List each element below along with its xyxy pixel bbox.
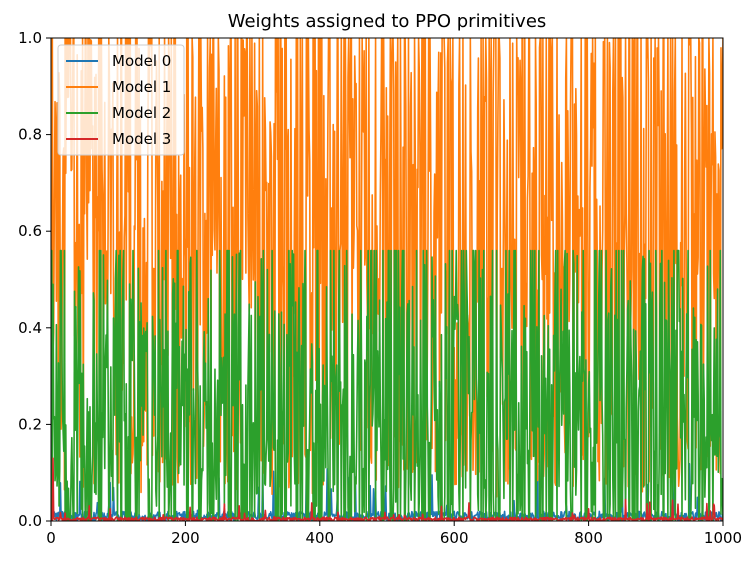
x-tick-label: 200 <box>171 529 200 547</box>
y-tick-label: 1.0 <box>18 29 42 47</box>
chart-title: Weights assigned to PPO primitives <box>228 11 547 32</box>
legend-box <box>57 44 185 156</box>
y-tick-label: 0.2 <box>18 415 42 433</box>
series-line-model-3 <box>51 457 723 521</box>
x-tick-label: 400 <box>305 529 334 547</box>
legend-label: Model 2 <box>112 104 171 122</box>
legend-label: Model 1 <box>112 78 171 96</box>
axes: 0 200 400 600 800 1000 0.0 0.2 0.4 0.6 0.8 1.0 <box>18 29 742 547</box>
x-tick-label: 800 <box>574 529 603 547</box>
x-tick-label: 600 <box>440 529 469 547</box>
legend: Model 0 Model 1 Model 2 Model 3 <box>57 44 185 156</box>
y-tick-label: 0.4 <box>18 319 42 337</box>
x-tick-label: 0 <box>46 529 56 547</box>
series-line-model-2 <box>51 249 723 521</box>
x-tick-label: 1000 <box>704 529 742 547</box>
plot-frame <box>50 37 724 522</box>
y-tick-label: 0.6 <box>18 222 42 240</box>
y-tick-label: 0.8 <box>18 126 42 144</box>
legend-label: Model 0 <box>112 52 171 70</box>
y-tick-label: 0.0 <box>18 512 42 530</box>
legend-label: Model 3 <box>112 130 171 148</box>
